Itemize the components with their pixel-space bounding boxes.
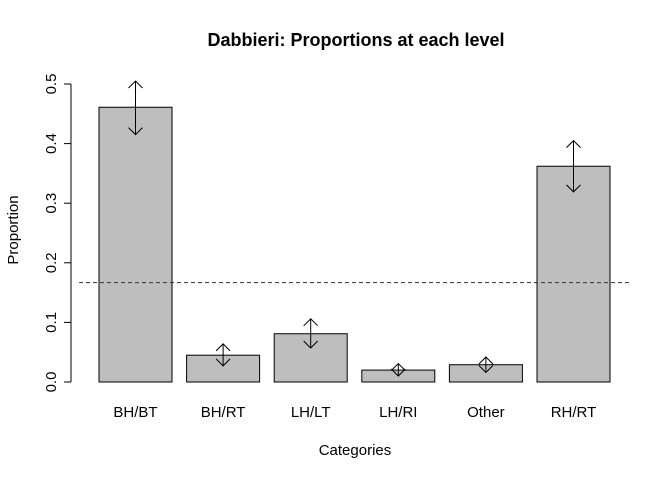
error-bar-lower-head: [303, 340, 319, 349]
error-bars-group: [128, 80, 581, 377]
x-tick-label: Other: [467, 404, 505, 421]
error-bar: [478, 356, 494, 374]
error-bar: [390, 362, 406, 377]
y-tick-label: 0.0: [43, 372, 60, 393]
x-axis-label: Categories: [319, 442, 392, 459]
error-bar-lower-head: [478, 365, 494, 374]
error-bar-upper-head: [128, 80, 143, 89]
error-bar-lower-head: [390, 368, 406, 377]
error-bar: [215, 343, 231, 367]
y-tick-label: 0.4: [43, 133, 60, 154]
error-bar: [566, 139, 581, 193]
error-bar-upper-head: [215, 343, 231, 352]
error-bar: [303, 318, 319, 349]
chart-title: Dabbieri: Proportions at each level: [207, 30, 504, 50]
error-bar-lower-head: [215, 358, 231, 367]
y-tick-label: 0.3: [43, 193, 60, 214]
x-tick-label: BH/RT: [201, 404, 246, 421]
y-axis: 0.0 0.1 0.2 0.3 0.4 0.5: [43, 74, 72, 393]
bar: [98, 106, 173, 383]
x-tick-label: LH/RI: [379, 404, 417, 421]
bars-group: [98, 106, 611, 383]
y-axis-label: Proportion: [5, 195, 22, 264]
x-tick-label: BH/BT: [113, 404, 157, 421]
error-bar-upper-head: [478, 356, 494, 365]
error-bar-lower-head: [128, 127, 143, 136]
error-bar-lower-head: [566, 184, 581, 193]
y-tick-label: 0.2: [43, 252, 60, 273]
error-bar-upper-head: [566, 139, 581, 148]
y-tick-label: 0.5: [43, 74, 60, 95]
bar: [536, 165, 611, 383]
error-bar-upper-head: [303, 318, 319, 327]
error-bar: [128, 80, 143, 136]
error-bar-upper-head: [390, 362, 406, 371]
x-tick-labels-group: BH/BT BH/RT LH/LT LH/RI Other RH/RT: [113, 404, 596, 421]
x-tick-label: LH/LT: [291, 404, 331, 421]
x-tick-label: RH/RT: [551, 404, 597, 421]
y-tick-label: 0.1: [43, 312, 60, 333]
